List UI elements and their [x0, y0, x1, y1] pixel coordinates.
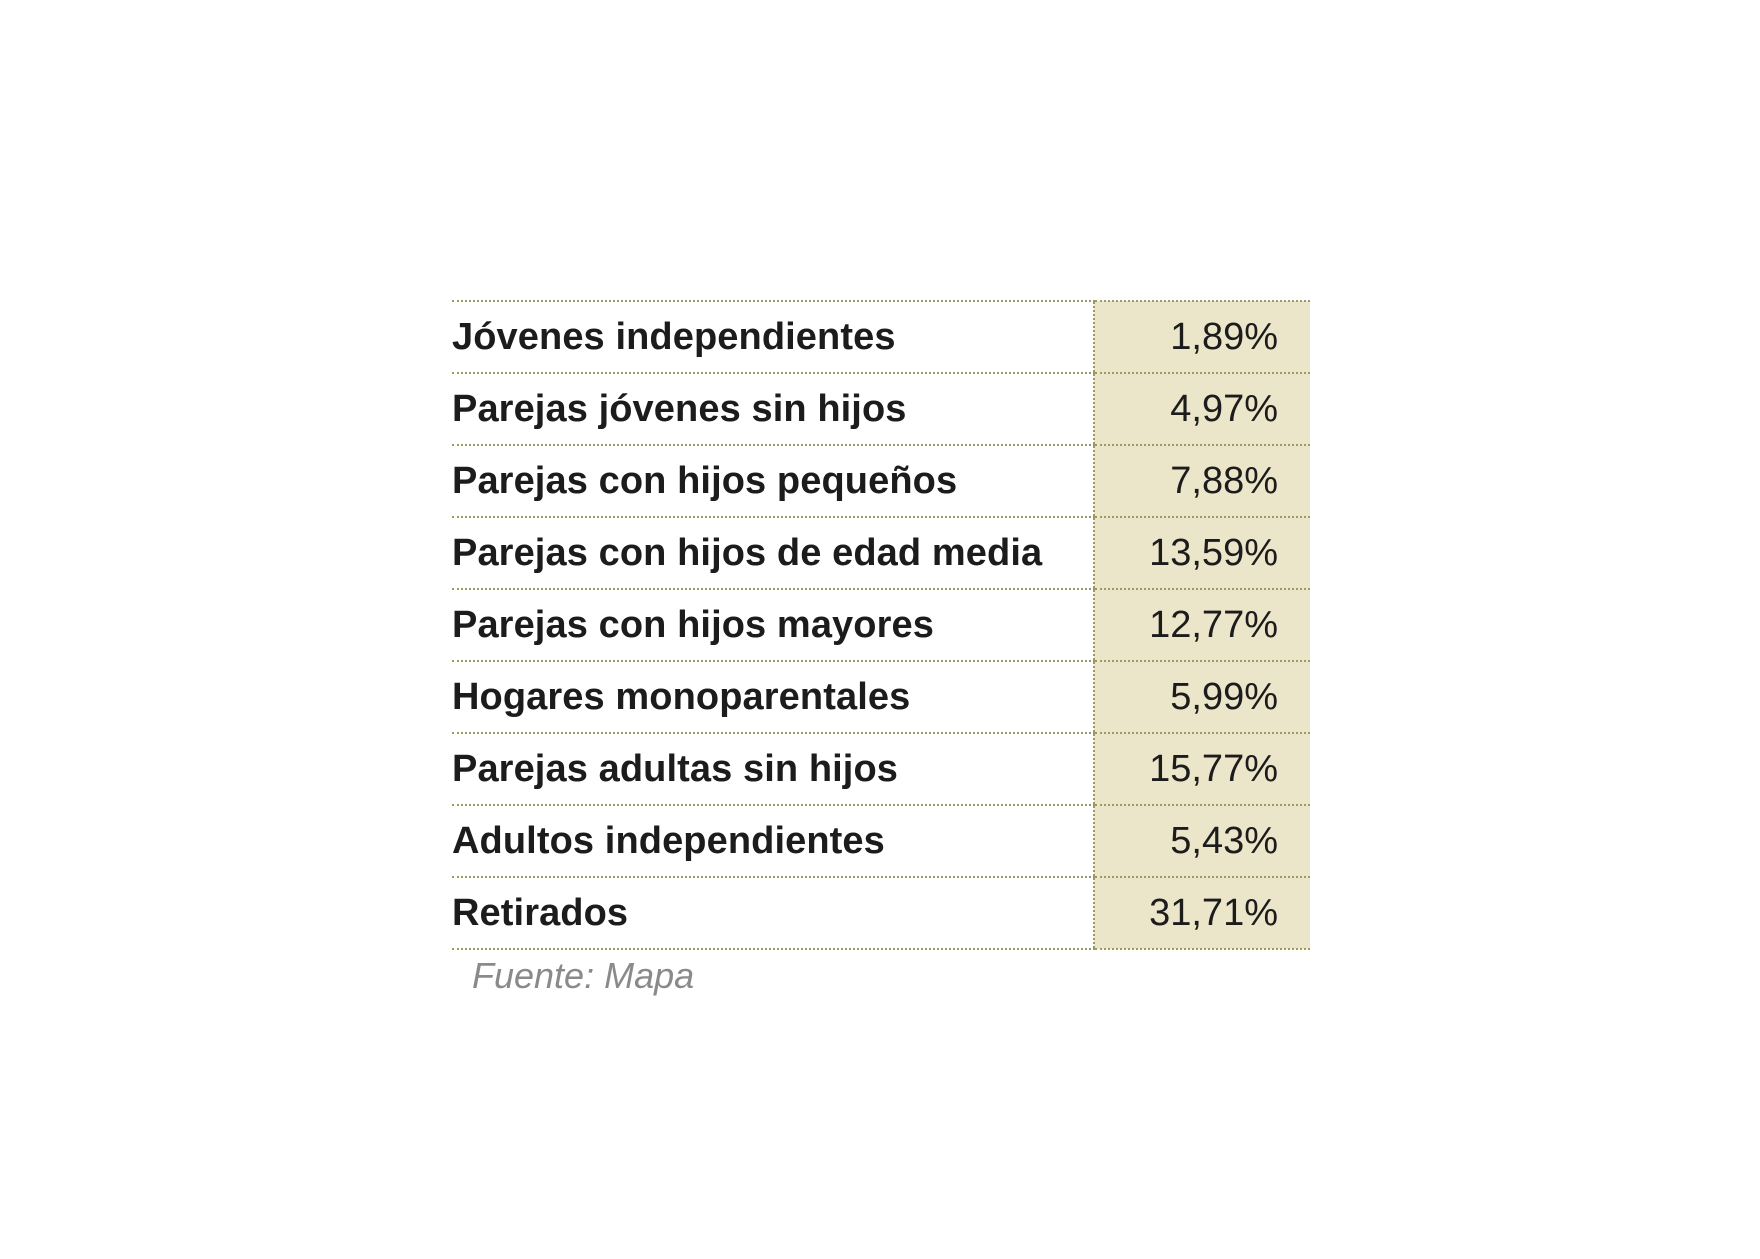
row-value: 5,43%	[1093, 804, 1310, 878]
table-body: Jóvenes independientes 1,89% Parejas jóv…	[452, 300, 1310, 950]
row-value: 7,88%	[1093, 444, 1310, 518]
row-label: Parejas adultas sin hijos	[452, 732, 1094, 806]
table-row: Parejas con hijos pequeños 7,88%	[452, 444, 1310, 518]
table-row: Jóvenes independientes 1,89%	[452, 300, 1310, 374]
row-label: Retirados	[452, 876, 1094, 950]
row-label: Adultos independientes	[452, 804, 1094, 878]
row-value: 12,77%	[1093, 588, 1310, 662]
table-row: Parejas con hijos de edad media 13,59%	[452, 516, 1310, 590]
row-label: Parejas con hijos pequeños	[452, 444, 1094, 518]
table-row: Parejas con hijos mayores 12,77%	[452, 588, 1310, 662]
row-value: 1,89%	[1093, 300, 1310, 374]
row-value: 13,59%	[1093, 516, 1310, 590]
row-label: Hogares monoparentales	[452, 660, 1094, 734]
row-value: 5,99%	[1093, 660, 1310, 734]
row-label: Parejas con hijos mayores	[452, 588, 1094, 662]
data-table: Jóvenes independientes 1,89% Parejas jóv…	[452, 300, 1310, 950]
table-row: Retirados 31,71%	[452, 876, 1310, 950]
row-value: 15,77%	[1093, 732, 1310, 806]
source-note: Fuente: Mapa	[472, 955, 695, 996]
table-row: Adultos independientes 5,43%	[452, 804, 1310, 878]
row-label: Parejas con hijos de edad media	[452, 516, 1094, 590]
row-value: 31,71%	[1093, 876, 1310, 950]
table-row: Hogares monoparentales 5,99%	[452, 660, 1310, 734]
row-label: Jóvenes independientes	[452, 300, 1094, 374]
row-value: 4,97%	[1093, 372, 1310, 446]
data-table-container: Jóvenes independientes 1,89% Parejas jóv…	[452, 300, 1310, 950]
row-label: Parejas jóvenes sin hijos	[452, 372, 1094, 446]
table-row: Parejas adultas sin hijos 15,77%	[452, 732, 1310, 806]
table-row: Parejas jóvenes sin hijos 4,97%	[452, 372, 1310, 446]
